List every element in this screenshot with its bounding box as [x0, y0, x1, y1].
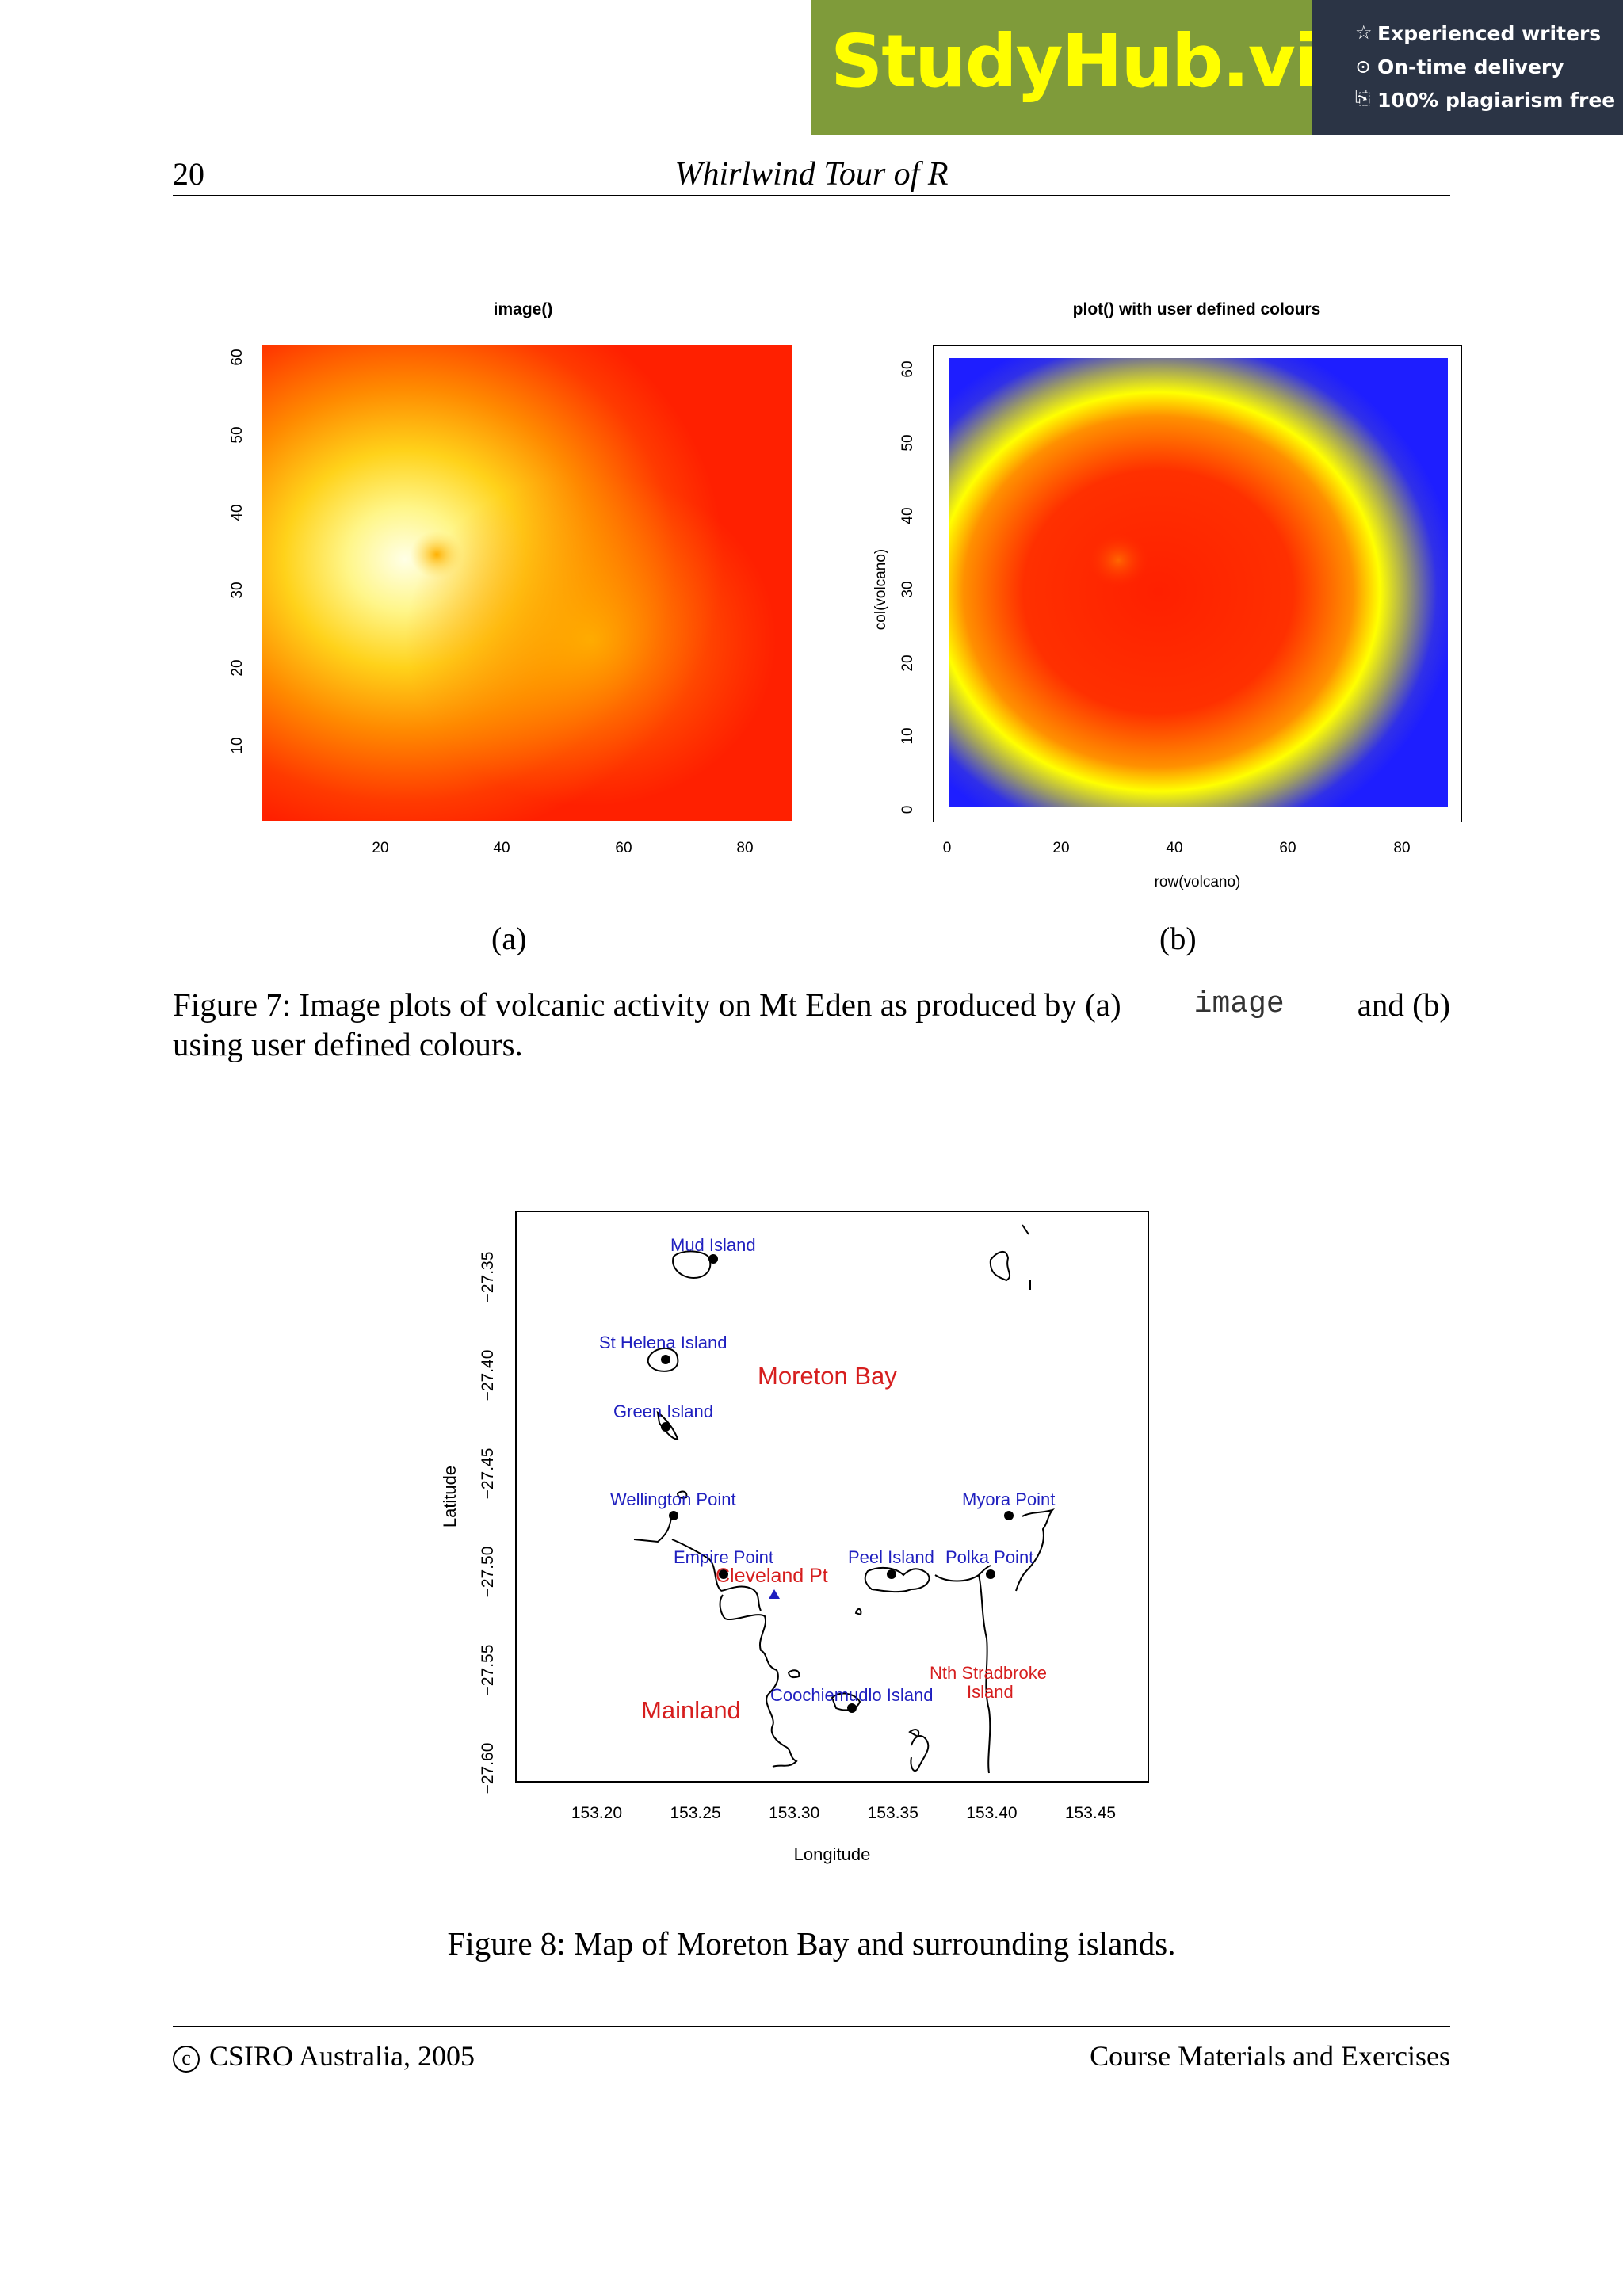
- sub-label-b: (b): [1159, 921, 1197, 956]
- panel-b-heatmap: [933, 345, 1462, 822]
- panel-a-title: image(): [493, 300, 553, 318]
- footer-right: Course Materials and Exercises: [1090, 2040, 1450, 2072]
- panel-a-xtick: 40: [493, 840, 510, 856]
- panel-b-xtick: 80: [1393, 840, 1411, 856]
- label-coochiemudlo-island: Coochiemudlo Island: [770, 1685, 934, 1705]
- running-title: Whirlwind Tour of R: [674, 156, 949, 193]
- label-polka-point: Polka Point: [945, 1547, 1034, 1567]
- map-xtick: 153.20: [571, 1804, 623, 1822]
- panel-b-xtick: 40: [1166, 840, 1183, 856]
- footer-left: c CSIRO Australia, 2005: [173, 2039, 475, 2073]
- caption-mid: and (b): [1357, 986, 1450, 1023]
- map-ytick: −27.40: [479, 1349, 497, 1402]
- footer-rule: [173, 2026, 1450, 2027]
- map-xtick: 153.45: [1064, 1804, 1117, 1822]
- label-myora-point: Myora Point: [962, 1489, 1056, 1509]
- feature-3: 100% plagiarism free: [1377, 89, 1616, 112]
- panel-a-heatmap: [262, 345, 792, 821]
- panel-b-ytick: 20: [899, 654, 916, 672]
- caption-line2: using user defined colours.: [173, 1026, 523, 1062]
- feature-2: On-time delivery: [1377, 55, 1564, 78]
- label-mainland: Mainland: [641, 1696, 741, 1724]
- map-ytick: −27.55: [479, 1644, 497, 1696]
- panel-a-ytick: 20: [229, 659, 246, 677]
- logo-text: StudyHub.vip: [831, 19, 1369, 104]
- map-ytick: −27.35: [479, 1251, 497, 1303]
- panel-b-ytick: 30: [899, 581, 916, 598]
- moreton-bay-map: [515, 1211, 1149, 1783]
- panel-a-xtick: 60: [615, 840, 632, 856]
- label-nth-stradbroke: Nth Stradbroke: [930, 1663, 1047, 1683]
- studyhub-logo[interactable]: StudyHub.vip: [812, 0, 1369, 135]
- panel-a-ytick: 30: [229, 582, 246, 599]
- label-mud-island: Mud Island: [670, 1235, 756, 1255]
- panel-b-ytick: 10: [899, 727, 916, 745]
- label-island: Island: [967, 1682, 1014, 1702]
- panel-b-title: plot() with user defined colours: [1072, 300, 1321, 318]
- banner-features: ☆ Experienced writers ⊙ On-time delivery…: [1312, 0, 1623, 135]
- panel-b-ytick: 60: [899, 360, 916, 378]
- map-ytick: −27.60: [479, 1742, 497, 1794]
- figure8-caption: Figure 8: Map of Moreton Bay and surroun…: [447, 1925, 1176, 1962]
- panel-b-ytick: 50: [899, 434, 916, 452]
- panel-b-xtick: 60: [1279, 840, 1296, 856]
- panel-a-ytick: 60: [229, 349, 246, 366]
- map-xtick: 153.25: [670, 1804, 721, 1822]
- panel-b-ytick: 40: [899, 507, 916, 524]
- panel-a-ytick: 50: [229, 426, 246, 444]
- label-cleveland-pt: Cleveland Pt: [716, 1565, 828, 1587]
- label-moreton-bay: Moreton Bay: [758, 1362, 897, 1390]
- caption-prefix: Figure 7: Image plots of volcanic activi…: [173, 986, 1121, 1023]
- panel-a-ytick: 40: [229, 504, 246, 521]
- panel-b-xtick: 0: [942, 840, 952, 856]
- map-xtick: 153.30: [769, 1804, 820, 1822]
- label-st-helena-island: St Helena Island: [599, 1333, 727, 1352]
- map-ytick: −27.50: [479, 1546, 497, 1598]
- copy-icon: ⎘: [1355, 88, 1371, 109]
- map-xtick: 153.40: [966, 1804, 1018, 1822]
- panel-b-ytick: 0: [899, 805, 916, 814]
- panel-b-xlabel: row(volcano): [1154, 874, 1241, 891]
- panel-a-xtick: 20: [372, 840, 389, 856]
- label-peel-island: Peel Island: [848, 1547, 934, 1567]
- panel-b-xtick: 20: [1052, 840, 1070, 856]
- clock-icon: ⊙: [1355, 57, 1372, 78]
- panel-a-ytick: 10: [229, 737, 246, 754]
- star-icon: ☆: [1355, 23, 1373, 44]
- header-rule: [173, 195, 1450, 196]
- page-number: 20: [173, 156, 204, 192]
- sub-label-a: (a): [491, 921, 527, 956]
- footer-left-text: CSIRO Australia, 2005: [209, 2040, 475, 2072]
- map-xtick: 153.35: [867, 1804, 918, 1822]
- caption-code: image: [1193, 987, 1285, 1021]
- label-empire-point: Empire Point: [674, 1547, 773, 1567]
- map-xlabel: Longitude: [793, 1844, 871, 1864]
- figure7-caption: Figure 7: Image plots of volcanic activi…: [173, 985, 1450, 1064]
- panel-a-xtick: 80: [736, 840, 754, 856]
- label-green-island: Green Island: [613, 1402, 713, 1421]
- panel-b-ylabel: col(volcano): [873, 548, 889, 631]
- map-ylabel: Latitude: [440, 1465, 460, 1528]
- copyright-icon: c: [173, 2045, 200, 2073]
- feature-1: Experienced writers: [1377, 22, 1602, 45]
- label-wellington-point: Wellington Point: [610, 1489, 736, 1509]
